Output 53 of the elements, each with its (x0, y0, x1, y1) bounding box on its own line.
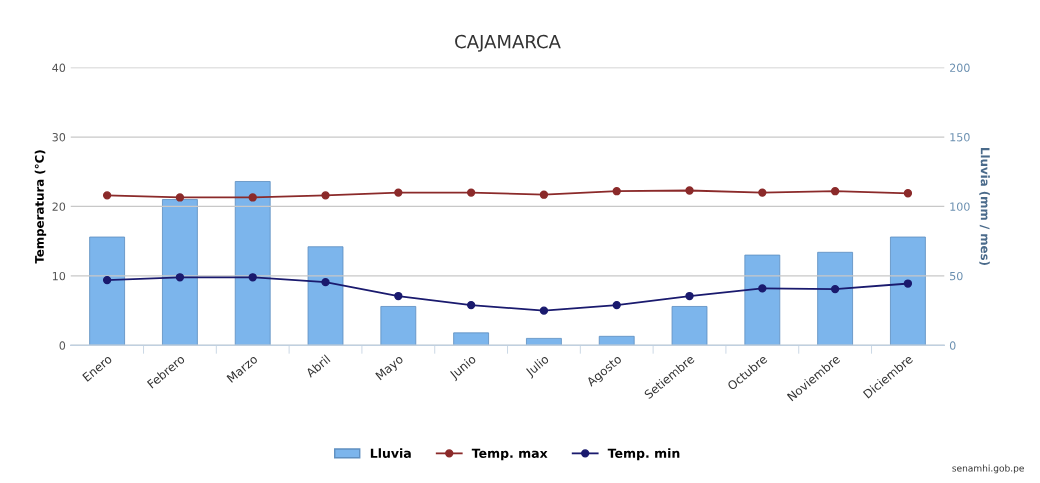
point (321, 191, 330, 200)
point (175, 273, 185, 282)
bar (453, 332, 490, 346)
point (685, 291, 694, 301)
y2-tick-label: 150 (950, 133, 970, 142)
legend-label: Lluvia (370, 448, 411, 458)
point (903, 189, 913, 198)
y-tick-label: 40 (52, 63, 66, 72)
y2-tick-label: 100 (950, 202, 970, 211)
point (758, 284, 767, 293)
point (394, 291, 403, 301)
y2-tick-label: 50 (950, 271, 963, 281)
y2-axis-title: Lluvia (mm / mes) (979, 148, 990, 265)
bar (234, 181, 271, 346)
point (102, 191, 112, 200)
y2-tick-label: 0 (949, 341, 956, 350)
y-tick-label: 20 (52, 202, 66, 211)
bar (162, 199, 198, 346)
point (466, 300, 476, 310)
point (102, 275, 112, 285)
point (539, 190, 549, 199)
bar (526, 337, 562, 346)
bar (744, 254, 781, 346)
bar (671, 306, 708, 346)
bar (380, 306, 417, 346)
bar (307, 246, 344, 346)
legend-label: Temp. min (607, 448, 680, 461)
bar (89, 236, 126, 346)
chart-title: CAJAMARCA (455, 34, 561, 52)
y-tick-label: 10 (52, 271, 66, 281)
y2-tick-label: 200 (950, 63, 970, 72)
text: senamhi.gob.pe (952, 464, 1024, 474)
y-tick-label: 0 (59, 341, 66, 350)
point (903, 279, 913, 288)
bar (598, 335, 635, 346)
point (758, 188, 767, 197)
point (612, 300, 621, 310)
point (394, 188, 403, 197)
point (685, 186, 694, 195)
point (830, 284, 840, 294)
bar (817, 251, 854, 346)
point (830, 187, 840, 196)
y-tick-label: 30 (52, 133, 66, 142)
point (321, 277, 330, 287)
y-axis-title: Temperatura (°C) (34, 150, 47, 264)
point (539, 306, 549, 315)
bar (890, 236, 926, 346)
point (248, 193, 257, 202)
legend-label: Temp. max (471, 448, 548, 461)
point (248, 273, 257, 282)
point (612, 187, 621, 196)
point (175, 193, 185, 202)
point (466, 188, 476, 197)
